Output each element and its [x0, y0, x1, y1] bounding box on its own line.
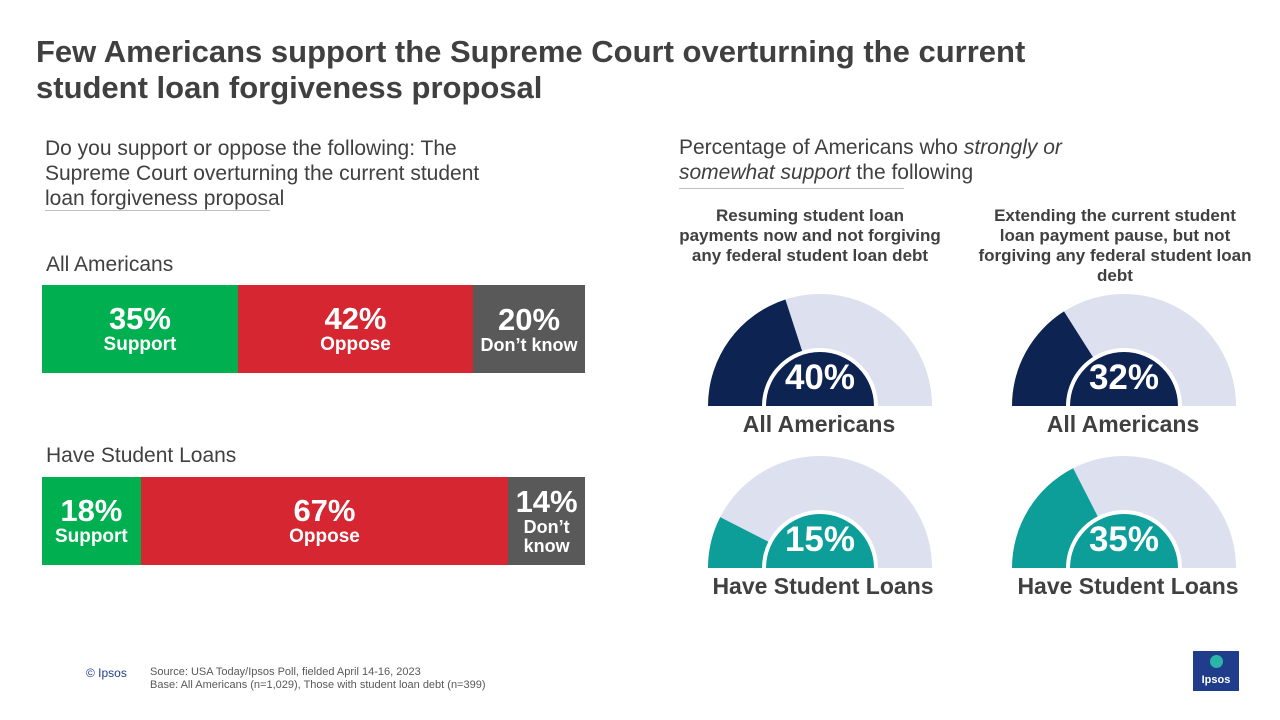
gauge-fill-arc [1012, 468, 1098, 568]
bar-segment-label: Support [103, 334, 177, 355]
column-header-line: debt [1097, 266, 1133, 285]
gauge-row-label: All Americans [742, 411, 896, 437]
gauge-value-label: 35% [1088, 520, 1160, 559]
bar-segment-oppose: 67% Oppose [140, 477, 509, 565]
bar-value-label: 42% [324, 301, 387, 336]
left-question-line-2: Supreme Court overturning the current st… [45, 162, 480, 185]
column-header-line: any federal student loan debt [691, 246, 929, 265]
gauge-extending-all-americans: 32% [1012, 294, 1236, 406]
column-header-line: loan payment pause, but not [999, 226, 1231, 245]
column-header-line: payments now and not forgiving [679, 226, 941, 245]
gauge-extending-have-student-loans: 35% [1012, 456, 1236, 568]
footer-base-line: Base: All Americans (n=1,029), Those wit… [150, 679, 486, 691]
bar-segment-label: Support [54, 526, 128, 547]
gauge-fill-arc [1012, 311, 1093, 406]
gauge-svg [1012, 456, 1236, 568]
logo-wordmark: Ipsos [1201, 674, 1231, 686]
column-header-line: Resuming student loan [716, 206, 904, 225]
right-question-part-3: somewhat support [679, 161, 851, 184]
logo-dot-icon [1210, 655, 1223, 668]
gauge-value-label: 15% [784, 520, 856, 559]
title-line-1: Few Americans support the Supreme Court … [36, 34, 1026, 69]
gauge-resuming-have-student-loans: 15% [708, 456, 932, 568]
gauge-fill-arc [708, 517, 769, 568]
gauge-center-hub [1070, 352, 1178, 406]
right-question-part-4: the following [850, 161, 974, 184]
footer-copyright: © Ipsos [86, 666, 127, 680]
stacked-bar-have-student-loans: 18% Support 67% Oppose 14% Don’t know [42, 477, 585, 565]
gauge-fill-arc [708, 299, 803, 406]
stacked-bar-all-americans: 35% Support 42% Oppose 20% Don’t know [42, 285, 585, 373]
left-question-underline [45, 210, 270, 211]
gauge-center-hub [766, 514, 874, 568]
right-question: Percentage of Americans who strongly or … [679, 135, 1199, 185]
bar-value-label: 18% [60, 493, 123, 528]
bar-segment-dont-know: 14% Don’t know [508, 477, 585, 565]
gauge-svg [708, 456, 932, 568]
gauge-value-label: 40% [784, 358, 856, 397]
gauge-row-label: Have Student Loans [1017, 573, 1239, 599]
gauge-center-hub [1070, 514, 1178, 568]
column-header-line: Extending the current student [994, 206, 1236, 225]
gauge-row-label: Have Student Loans [712, 573, 934, 599]
bar-segment-label: Oppose [289, 526, 360, 547]
bar-segment-label: Don’t know [480, 334, 578, 355]
left-question: Do you support or oppose the following: … [45, 136, 575, 211]
gauge-value-label: 32% [1088, 358, 1160, 397]
bar-segment-label-line-2: know [523, 536, 570, 556]
left-question-line-3: loan forgiveness proposal [45, 187, 285, 210]
gauge-center-hub [766, 352, 874, 406]
bar-segment-dont-know: 20% Don’t know [473, 285, 585, 373]
bar-category-all-americans: All Americans [46, 253, 174, 276]
page-title: Few Americans support the Supreme Court … [36, 34, 1246, 106]
right-question-part-2: strongly or [963, 136, 1062, 159]
bar-value-label: 67% [293, 493, 356, 528]
bar-value-label: 20% [497, 301, 561, 337]
ipsos-logo: Ipsos [1193, 651, 1239, 691]
left-question-line-1: Do you support or oppose the following: … [45, 137, 457, 160]
title-line-2: student loan forgiveness proposal [36, 70, 543, 105]
bar-category-have-student-loans: Have Student Loans [46, 444, 237, 467]
gauge-svg [1012, 294, 1236, 406]
right-question-part-1: Percentage of Americans who [679, 136, 964, 159]
column-header-line: forgiving any federal student loan [978, 246, 1252, 265]
bar-segment-label-line-1: Don’t [523, 517, 570, 537]
gauge-column-header-extending: Extending the current student loan payme… [965, 206, 1265, 286]
bar-value-label: 35% [108, 301, 171, 336]
gauge-row-label: All Americans [1046, 411, 1200, 437]
gauge-svg [708, 294, 932, 406]
gauge-column-header-resuming: Resuming student loan payments now and n… [660, 206, 960, 266]
bar-value-label: 14% [515, 484, 578, 519]
footer-source: Source: USA Today/Ipsos Poll, fielded Ap… [150, 666, 486, 692]
bar-segment-label: Oppose [320, 334, 391, 355]
right-question-underline [679, 188, 904, 189]
footer-source-line: Source: USA Today/Ipsos Poll, fielded Ap… [150, 666, 421, 678]
bar-segment-support: 35% Support [42, 285, 238, 373]
bar-segment-support: 18% Support [42, 477, 141, 565]
gauge-resuming-all-americans: 40% [708, 294, 932, 406]
bar-segment-oppose: 42% Oppose [237, 285, 474, 373]
